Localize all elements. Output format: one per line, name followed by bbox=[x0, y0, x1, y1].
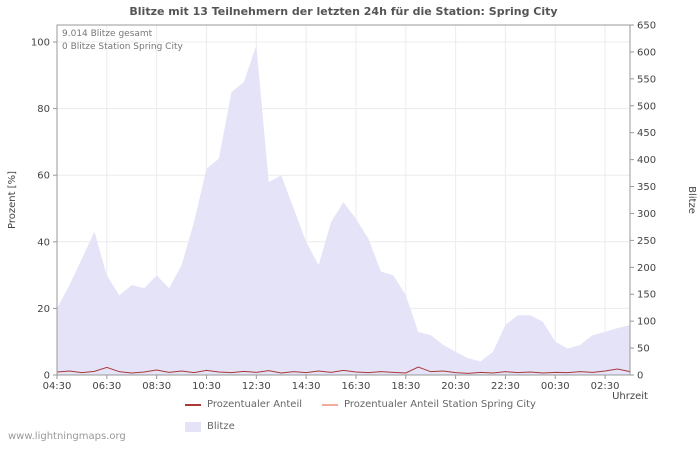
legend-swatch-percent-line bbox=[185, 403, 201, 406]
tick-label: 16:30 bbox=[342, 381, 371, 392]
tick-label: 650 bbox=[637, 21, 656, 32]
legend-item-blitze-area: Blitze bbox=[185, 421, 235, 432]
tick-label: 18:30 bbox=[391, 381, 420, 392]
legend-item-percent: Prozentualer Anteil bbox=[185, 399, 302, 410]
percent-line-series bbox=[56, 366, 631, 374]
tick-label: 0 bbox=[44, 371, 50, 382]
tick-label: 00:30 bbox=[541, 381, 570, 392]
tick-label: 10:30 bbox=[192, 381, 221, 392]
legend-swatch-station-line bbox=[322, 403, 338, 406]
tick-label: 12:30 bbox=[242, 381, 271, 392]
chart-title: Blitze mit 13 Teilnehmern der letzten 24… bbox=[129, 5, 558, 18]
tick-label: 450 bbox=[637, 128, 656, 139]
tick-label: 500 bbox=[637, 101, 656, 112]
tick-label: 22:30 bbox=[491, 381, 520, 392]
tick-label: 100 bbox=[637, 317, 656, 328]
legend-label-percent: Prozentualer Anteil bbox=[207, 399, 303, 410]
tick-label: 300 bbox=[637, 209, 656, 220]
tick-label: 04:30 bbox=[43, 381, 72, 392]
legend-label-station-percent: Prozentualer Anteil Station Spring City bbox=[344, 399, 536, 410]
annotation-station-strikes: 0 Blitze Station Spring City bbox=[62, 42, 183, 52]
tick-label: 08:30 bbox=[142, 381, 171, 392]
blitze-area-series bbox=[57, 45, 630, 375]
tick-label: 550 bbox=[637, 74, 656, 85]
tick-label: 20 bbox=[37, 304, 50, 315]
y-axis-label-blitze: Blitze bbox=[686, 186, 697, 214]
legend-swatch-blitze-area bbox=[185, 421, 201, 432]
y-axis-label-percent: Prozent [%] bbox=[7, 171, 18, 230]
tick-label: 0 bbox=[637, 371, 643, 382]
tick-label: 40 bbox=[37, 237, 50, 248]
tick-label: 60 bbox=[37, 171, 50, 182]
tick-label: 80 bbox=[37, 104, 50, 115]
tick-label: 02:30 bbox=[591, 381, 620, 392]
tick-label: 20:30 bbox=[441, 381, 470, 392]
annotation-total-strikes: 9.014 Blitze gesamt bbox=[62, 29, 153, 39]
tick-label: 200 bbox=[637, 263, 656, 274]
tick-label: 350 bbox=[637, 182, 656, 193]
tick-label: 06:30 bbox=[92, 381, 121, 392]
x-axis-label-uhrzeit: Uhrzeit bbox=[612, 391, 648, 402]
legend-label-blitze: Blitze bbox=[207, 421, 235, 432]
tick-label: 14:30 bbox=[292, 381, 321, 392]
plot-border bbox=[56, 24, 631, 376]
tick-label: 150 bbox=[637, 290, 656, 301]
legend-item-station-percent: Prozentualer Anteil Station Spring City bbox=[322, 399, 536, 410]
tick-label: 50 bbox=[637, 344, 650, 355]
tick-label: 600 bbox=[637, 47, 656, 58]
watermark-link[interactable]: www.lightningmaps.org bbox=[8, 431, 126, 442]
tick-label: 250 bbox=[637, 236, 656, 247]
tick-label: 400 bbox=[637, 155, 656, 166]
tick-label: 100 bbox=[31, 38, 50, 49]
